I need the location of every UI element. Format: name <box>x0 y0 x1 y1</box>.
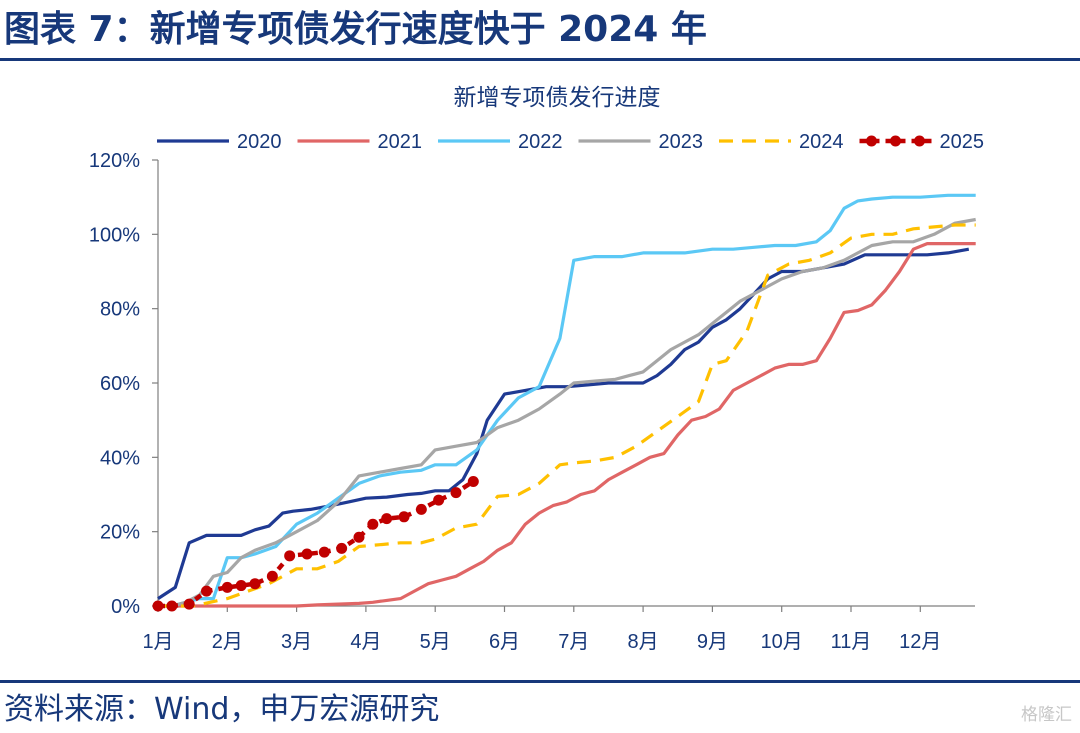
legend-marker-2025 <box>890 135 901 147</box>
x-tick-label: 4月 <box>350 631 381 653</box>
series-point-2025 <box>336 542 348 554</box>
series-point-2025 <box>152 600 164 612</box>
series-line-2024 <box>158 223 976 608</box>
chart-title: 新增专项债发行进度 <box>454 85 661 111</box>
y-tick-label: 120% <box>89 150 140 172</box>
y-tick-label: 80% <box>100 299 140 321</box>
legend-label-2025: 2025 <box>940 131 985 153</box>
legend-marker-2025 <box>914 135 925 147</box>
series-line-2023 <box>158 217 976 608</box>
series-point-2025 <box>166 600 178 612</box>
legend-label-2024: 2024 <box>799 131 844 153</box>
legend-marker-2025 <box>866 135 877 147</box>
series-point-2025 <box>318 546 330 558</box>
bottom-divider <box>0 680 1080 683</box>
legend-label-2023: 2023 <box>659 131 704 153</box>
series-point-2025 <box>367 518 379 530</box>
line-chart: 新增专项债发行进度 2020 2021 2022 2023 2024 2025 0% 20%… <box>89 85 984 653</box>
series-point-2025 <box>398 511 410 523</box>
x-tick-label: 1月 <box>142 631 173 653</box>
x-tick-label: 10月 <box>761 631 803 653</box>
series-layer <box>152 193 976 612</box>
y-tick-label: 20% <box>100 522 140 544</box>
series-line-2021 <box>158 242 976 608</box>
series-point-2025 <box>433 494 445 506</box>
series-point-2025 <box>235 580 247 592</box>
series-point-2025 <box>284 550 296 562</box>
figure-title: 图表 7：新增专项债发行速度快于 2024 年 <box>4 9 707 50</box>
chart-legend: 2020 2021 2022 2023 2024 2025 <box>157 131 984 153</box>
x-tick-label: 6月 <box>489 631 520 653</box>
series-line-2020 <box>157 247 970 600</box>
x-tick-label: 9月 <box>697 631 728 653</box>
x-tick-label: 8月 <box>628 631 659 653</box>
series-point-2025 <box>381 513 393 525</box>
x-tick-label: 12月 <box>899 631 941 653</box>
y-tick-label: 60% <box>100 373 140 395</box>
x-tick-label: 5月 <box>420 631 451 653</box>
y-tick-label: 100% <box>89 224 140 246</box>
series-point-2025 <box>467 475 479 487</box>
legend-label-2021: 2021 <box>378 131 423 153</box>
series-point-2025 <box>183 598 195 610</box>
source-note: 资料来源：Wind，申万宏源研究 <box>4 692 440 727</box>
x-tick-label: 11月 <box>831 631 872 653</box>
series-line-2022 <box>158 193 976 608</box>
series-point-2025 <box>201 585 213 597</box>
top-divider <box>0 58 1080 61</box>
x-tick-label: 2月 <box>212 631 243 653</box>
y-tick-label: 0% <box>111 596 140 618</box>
series-point-2025 <box>221 581 233 593</box>
watermark-logo: 格隆汇 <box>1021 705 1072 725</box>
legend-label-2020: 2020 <box>237 131 282 153</box>
x-axis-ticks: 1月 2月 3月 4月 5月 6月 7月 8月 9月 10月 11月 12月 <box>142 606 941 653</box>
series-point-2025 <box>415 503 427 515</box>
y-axis-ticks: 0% 20% 40% 60% 80% 100% 120% <box>89 150 158 618</box>
x-tick-label: 3月 <box>281 631 312 653</box>
y-tick-label: 40% <box>100 447 140 469</box>
series-point-2025 <box>301 548 313 560</box>
series-point-2025 <box>450 487 462 499</box>
series-point-2025 <box>353 531 365 543</box>
x-tick-label: 7月 <box>558 631 589 653</box>
series-point-2025 <box>249 578 261 590</box>
series-point-2025 <box>266 570 278 582</box>
legend-label-2022: 2022 <box>518 131 563 153</box>
